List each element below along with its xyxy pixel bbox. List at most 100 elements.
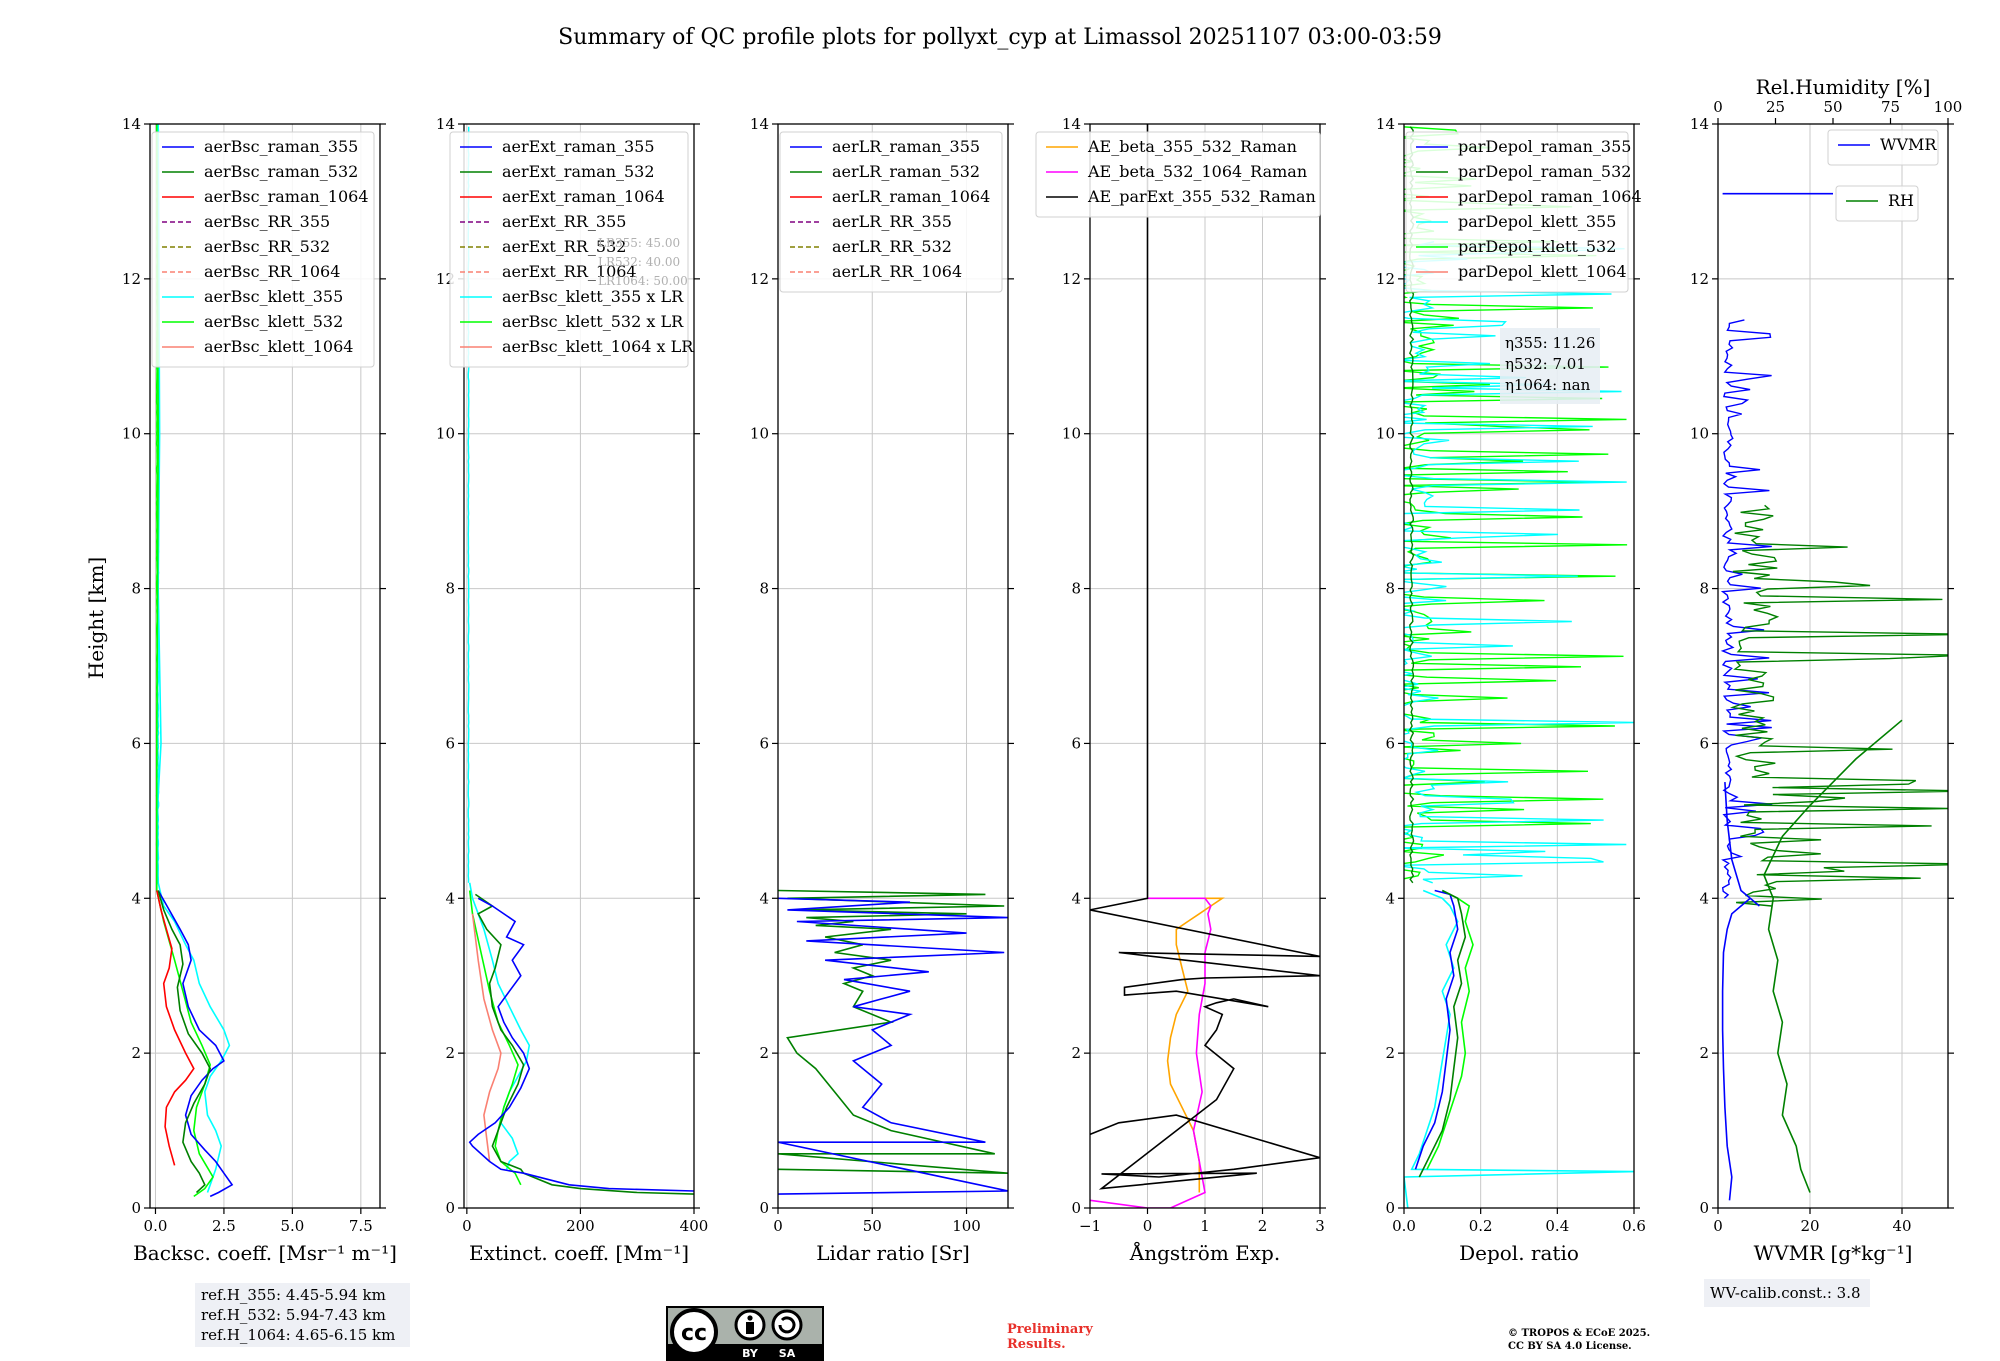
noise-trace-wv-1 bbox=[1729, 504, 1948, 907]
ytick-label-7: 14 bbox=[1062, 115, 1081, 133]
ytick-label-0: 0 bbox=[1385, 1199, 1395, 1217]
ytick-label-0: 0 bbox=[1071, 1199, 1081, 1217]
ytick-label-5: 10 bbox=[1376, 425, 1395, 443]
legend-label-2: aerBsc_raman_1064 bbox=[204, 187, 369, 206]
copyright-note: © TROPOS & ECoE 2025. CC BY SA 4.0 Licen… bbox=[1508, 1327, 1650, 1353]
ytick-label-7: 14 bbox=[122, 115, 141, 133]
xtick-label-0: −1 bbox=[1079, 1217, 1101, 1235]
legend-label-4: aerLR_RR_532 bbox=[832, 237, 952, 256]
legend-label-4: parDepol_klett_532 bbox=[1458, 237, 1616, 256]
xtick-label-0: 0 bbox=[462, 1217, 472, 1235]
panel-depol: 0 2 4 6 8 10 12 14 0.0 0.2 0.4 0.6 Depol. ratio parDe… bbox=[1376, 115, 1646, 1265]
legend-label-1: aerBsc_raman_532 bbox=[204, 162, 358, 181]
ytick-label-0: 0 bbox=[445, 1199, 455, 1217]
legend-lr: aerLR_raman_355 aerLR_raman_532 aerLR_rama… bbox=[779, 131, 1003, 293]
legend-box bbox=[1835, 185, 1919, 222]
preliminary-line-1: Preliminary bbox=[1007, 1322, 1093, 1337]
axes-frame-bsc bbox=[149, 123, 381, 1209]
panel-lr: 0 2 4 6 8 10 12 14 0 50 100 Lidar ratio [Sr] aerLR_r… bbox=[750, 115, 1014, 1265]
eta-annotation-line-0: η355: 11.26 bbox=[1505, 334, 1595, 352]
series-line-AE_parExt_355_532_Raman bbox=[1090, 124, 1320, 1190]
legend-label-8: aerBsc_klett_1064 bbox=[204, 337, 353, 356]
sa-icon bbox=[771, 1309, 803, 1341]
legend-label-2: AE_parExt_355_532_Raman bbox=[1087, 187, 1316, 206]
xtick-label-3: 7.5 bbox=[349, 1217, 373, 1235]
legend-label-3: aerExt_RR_355 bbox=[502, 212, 626, 231]
xtick-label-1: 0.2 bbox=[1469, 1217, 1493, 1235]
ytick-label-0: 0 bbox=[1699, 1199, 1709, 1217]
ytick-label-2: 4 bbox=[759, 889, 769, 907]
xtick-label-1: 200 bbox=[566, 1217, 595, 1235]
ytick-label-2: 4 bbox=[445, 889, 455, 907]
legend-box bbox=[449, 131, 689, 368]
ytick-label-4: 8 bbox=[131, 580, 141, 598]
series-line-parDepol_raman_355 bbox=[1414, 889, 1459, 1170]
xtick-label-0: 0 bbox=[773, 1217, 783, 1235]
legend-label-7: aerBsc_klett_532 bbox=[204, 312, 343, 331]
series-line-aerLR_raman_532 bbox=[778, 889, 1008, 1174]
by-label: BY bbox=[742, 1347, 759, 1360]
xtick-label-2: 40 bbox=[1892, 1217, 1911, 1235]
sa-label: SA bbox=[779, 1347, 796, 1360]
legend-label-0: aerLR_raman_355 bbox=[832, 137, 980, 156]
xtick-label-1: 20 bbox=[1800, 1217, 1819, 1235]
xtick-label-4: 3 bbox=[1315, 1217, 1325, 1235]
ytick-label-0: 0 bbox=[131, 1199, 141, 1217]
ytick-label-1: 2 bbox=[1385, 1044, 1395, 1062]
ytick-label-0: 0 bbox=[759, 1199, 769, 1217]
xtick-label-1: 50 bbox=[863, 1217, 882, 1235]
legend-box bbox=[151, 131, 375, 368]
legend-label-8: aerBsc_klett_1064 x LR bbox=[502, 337, 694, 356]
x-axis-label-ext: Extinct. coeff. [Mm⁻¹] bbox=[469, 1241, 689, 1265]
ytick-label-5: 10 bbox=[436, 425, 455, 443]
legend-label-7: aerBsc_klett_532 x LR bbox=[502, 312, 684, 331]
xtick-label-2: 1 bbox=[1200, 1217, 1210, 1235]
xtick-label-1: 2.5 bbox=[212, 1217, 236, 1235]
preliminary-note: Preliminary Results. bbox=[1007, 1322, 1093, 1352]
xtick-label-0: 0 bbox=[1713, 1217, 1723, 1235]
ytick-label-4: 8 bbox=[759, 580, 769, 598]
series-line-aerBsc_klett_355 bbox=[155, 124, 231, 1193]
series-line-AE_beta_532_1064_Raman bbox=[1090, 897, 1212, 1208]
ytick-label-3: 6 bbox=[445, 734, 455, 752]
top-xtick-label-1: 25 bbox=[1766, 98, 1785, 116]
axes-frame-depol bbox=[1403, 123, 1635, 1209]
legend-box bbox=[779, 131, 1003, 293]
x-axis-label-wv: WVMR [g*kg⁻¹] bbox=[1754, 1241, 1913, 1265]
series-line-parDepol_klett_532 bbox=[1426, 889, 1474, 1170]
axes-frame-ext bbox=[463, 123, 695, 1209]
series-line-aerLR_raman_355 bbox=[778, 897, 1008, 1195]
ytick-label-3: 6 bbox=[1071, 734, 1081, 752]
legend-label-6: aerBsc_klett_355 bbox=[204, 287, 343, 306]
series-line-aerBsc_klett_532 bbox=[156, 124, 214, 1198]
series-line-aerBsc_raman_355 bbox=[157, 890, 234, 1198]
lr-annotation-line-0: LR355: 45.00 bbox=[598, 236, 680, 250]
wv-calib-box: WV-calib.const.: 3.8 bbox=[1704, 1279, 1870, 1307]
ytick-label-1: 2 bbox=[759, 1044, 769, 1062]
noise-trace-wv-0 bbox=[1720, 319, 1773, 899]
preliminary-line-2: Results. bbox=[1007, 1337, 1066, 1352]
legend-box bbox=[1405, 131, 1629, 293]
legend-bsc: aerBsc_raman_355 aerBsc_raman_532 aerBsc_r… bbox=[151, 131, 375, 368]
ytick-label-7: 14 bbox=[1376, 115, 1395, 133]
legend-ext: aerExt_raman_355 aerExt_raman_532 aerExt_r… bbox=[449, 131, 694, 368]
plot-area-ae bbox=[1090, 124, 1320, 1208]
ytick-label-6: 12 bbox=[1690, 270, 1709, 288]
cc-text: cc bbox=[681, 1321, 707, 1346]
legend-label-2: parDepol_raman_1064 bbox=[1458, 187, 1642, 206]
xtick-label-3: 0.6 bbox=[1622, 1217, 1646, 1235]
legend-label-1: aerExt_raman_532 bbox=[502, 162, 655, 181]
ytick-label-1: 2 bbox=[131, 1044, 141, 1062]
legend-box bbox=[1827, 129, 1939, 166]
lr-annotation-line-1: LR532: 40.00 bbox=[598, 255, 680, 269]
series-line-aerBsc_raman_532 bbox=[157, 890, 212, 1194]
legend-ae: AE_beta_355_532_Raman AE_beta_532_1064_Ra… bbox=[1035, 131, 1321, 218]
ytick-label-7: 14 bbox=[1690, 115, 1709, 133]
ytick-label-2: 4 bbox=[1699, 889, 1709, 907]
lr-annotation: LR355: 45.00 LR532: 40.00 LR1064: 50.00 bbox=[598, 236, 688, 288]
cc-license-badge: cc BY SA bbox=[666, 1306, 824, 1361]
